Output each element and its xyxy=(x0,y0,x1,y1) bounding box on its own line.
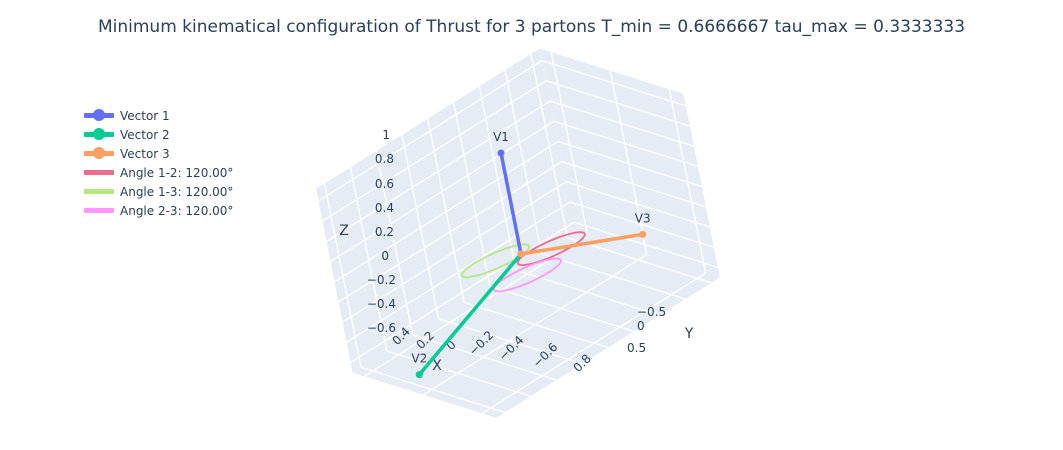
tick-label: 0.6 xyxy=(375,177,394,191)
gridline-z xyxy=(322,80,547,222)
gridline-x xyxy=(567,237,712,284)
legend-swatch xyxy=(84,125,114,144)
tick-label: 0 xyxy=(637,319,645,333)
gridline-z xyxy=(557,140,703,188)
legend-label: Angle 1-2: 120.00° xyxy=(120,165,234,180)
gridline-z xyxy=(541,59,687,107)
gridline-x xyxy=(541,253,686,300)
angle-arc-angle-1-3-120-00 xyxy=(460,243,531,279)
gridline-z xyxy=(569,201,715,248)
x-axis-title: X xyxy=(432,358,442,374)
legend-item-angle-1-2-120-00[interactable]: Angle 1-2: 120.00° xyxy=(84,163,233,182)
tick-label: 0.4 xyxy=(375,201,394,215)
tick-label: 0 xyxy=(381,249,389,263)
tick-label: −0.6 xyxy=(367,321,396,335)
chart-title: Minimum kinematical configuration of Thr… xyxy=(97,17,966,37)
vector-line-v3 xyxy=(519,232,645,256)
legend-swatch xyxy=(84,106,114,125)
vector-tip-v3 xyxy=(639,230,647,238)
legend-item-angle-2-3-120-00[interactable]: Angle 2-3: 120.00° xyxy=(84,201,233,220)
legend-swatch xyxy=(84,201,114,220)
vector-line-v1 xyxy=(499,151,523,256)
vector-tip-v1 xyxy=(497,149,505,157)
gridline-z xyxy=(338,161,563,303)
vector-label-v3: V3 xyxy=(635,211,651,225)
gridline-z xyxy=(350,221,575,364)
vector-label-v2: V2 xyxy=(411,352,427,366)
legend-swatch xyxy=(84,144,114,163)
gridline-x xyxy=(386,350,531,397)
gridline-x xyxy=(360,366,506,414)
gridline-z xyxy=(346,201,571,343)
z-axis-title: Z xyxy=(339,223,349,239)
angle-arc-angle-1-2-120-00 xyxy=(516,231,586,267)
legend-swatch xyxy=(84,182,114,201)
gridline-z xyxy=(553,120,699,168)
vector-tip-v2 xyxy=(415,371,423,379)
tick-label: −0.5 xyxy=(637,305,666,319)
legend-label: Angle 2-3: 120.00° xyxy=(120,203,234,218)
gridline-z xyxy=(330,120,555,263)
gridline-z xyxy=(334,140,559,283)
legend-label: Vector 3 xyxy=(120,146,170,161)
vector-line-v2 xyxy=(417,252,523,377)
tick-label: −0.4 xyxy=(367,297,396,311)
legend-item-vector-2[interactable]: Vector 2 xyxy=(84,125,233,144)
y-axis-title: Y xyxy=(684,326,694,342)
tick-label: −0.2 xyxy=(367,273,396,287)
tick-label: 0.2 xyxy=(375,225,394,239)
gridline-z xyxy=(565,181,711,228)
vector-label-v1: V1 xyxy=(493,130,509,144)
legend-label: Angle 1-3: 120.00° xyxy=(120,184,234,199)
vector-origin-v3 xyxy=(517,250,525,258)
gridline-z xyxy=(573,221,719,269)
gridline-x xyxy=(463,301,609,349)
legend-item-angle-1-3-120-00[interactable]: Angle 1-3: 120.00° xyxy=(84,182,233,201)
gridline-z xyxy=(318,60,543,202)
tick-label: 0.5 xyxy=(627,341,646,355)
tick-label: 0.8 xyxy=(375,152,394,166)
gridline-x xyxy=(412,334,557,381)
gridline-z xyxy=(342,181,567,323)
gridline-z xyxy=(545,80,691,127)
tick-label: 1 xyxy=(382,128,390,142)
gridline-z xyxy=(326,100,551,242)
legend-label: Vector 2 xyxy=(120,127,170,142)
gridline-y xyxy=(481,272,707,414)
gridline-y xyxy=(422,253,648,396)
legend-item-vector-1[interactable]: Vector 1 xyxy=(84,106,233,125)
legend-item-vector-3[interactable]: Vector 3 xyxy=(84,144,233,163)
gridline-x xyxy=(489,285,635,333)
legend-swatch xyxy=(84,163,114,182)
legend-label: Vector 1 xyxy=(120,108,170,123)
legend: Vector 1 Vector 2 Vector 3 Angle 1-2: 120.0… xyxy=(84,106,233,220)
gridline-z xyxy=(549,100,695,147)
gridline-z xyxy=(561,160,707,208)
